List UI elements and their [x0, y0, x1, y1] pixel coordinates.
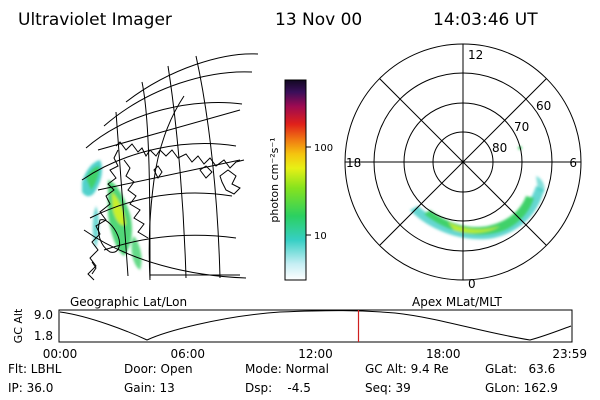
timeline-xtick: 23:59	[552, 347, 587, 361]
ip-label: IP: 36.0	[8, 381, 54, 395]
mlt-label-18: 18	[346, 156, 361, 170]
colorbar	[285, 80, 306, 280]
geo-caption: Geographic Lat/Lon	[70, 295, 187, 309]
seq-label: Seq: 39	[365, 381, 411, 395]
mlt-label-0: 0	[468, 277, 476, 291]
timeline-xtick: 18:00	[426, 347, 461, 361]
geographic-map	[81, 53, 259, 281]
glat-label: GLat: 63.6	[485, 362, 556, 376]
mlt-label-6: 6	[569, 156, 577, 170]
timeline-ylabel: GC Alt	[12, 308, 25, 343]
instrument-title: Ultraviolet Imager	[18, 10, 172, 30]
filter-label: Flt: LBHL	[8, 362, 62, 376]
door-label: Door: Open	[124, 362, 193, 376]
mode-label: Mode: Normal	[245, 362, 329, 376]
gain-label: Gain: 13	[124, 381, 175, 395]
glon-label: GLon: 162.9	[485, 381, 558, 395]
apex-caption: Apex MLat/MLT	[412, 295, 502, 309]
gc-alt-label: GC Alt: 9.4 Re	[365, 362, 449, 376]
date-label: 13 Nov 00	[275, 10, 362, 30]
colorbar-tick-100: 100	[314, 143, 333, 154]
timeline-xtick: 00:00	[43, 347, 78, 361]
mlat-label-60: 60	[536, 99, 551, 113]
geo-aurora	[82, 160, 142, 270]
timeline-xticks: 00:00 06:00 12:00 18:00 23:59	[43, 347, 587, 361]
time-label: 14:03:46 UT	[433, 10, 538, 30]
timeline-xtick: 12:00	[298, 347, 333, 361]
polar-plot: 12 18 6 0 60 70 80	[344, 43, 582, 291]
mlt-label-12: 12	[468, 48, 483, 62]
timeline-xtick: 06:00	[170, 347, 205, 361]
dsp-label: Dsp: -4.5	[245, 381, 311, 395]
timeline-ytick-1-8: 1.8	[34, 329, 53, 343]
colorbar-label: photon cm⁻²s⁻¹	[268, 137, 281, 222]
mlat-label-80: 80	[492, 141, 507, 155]
timeline-ytick-9: 9.0	[34, 308, 53, 322]
polar-aurora	[410, 146, 545, 240]
altitude-curve	[59, 310, 572, 341]
mlat-label-70: 70	[514, 120, 529, 134]
colorbar-tick-10: 10	[314, 231, 327, 242]
orbit-timeline: GC Alt 9.0 1.8 00:00 06:00 12:00 18:00 23:59	[12, 308, 587, 361]
